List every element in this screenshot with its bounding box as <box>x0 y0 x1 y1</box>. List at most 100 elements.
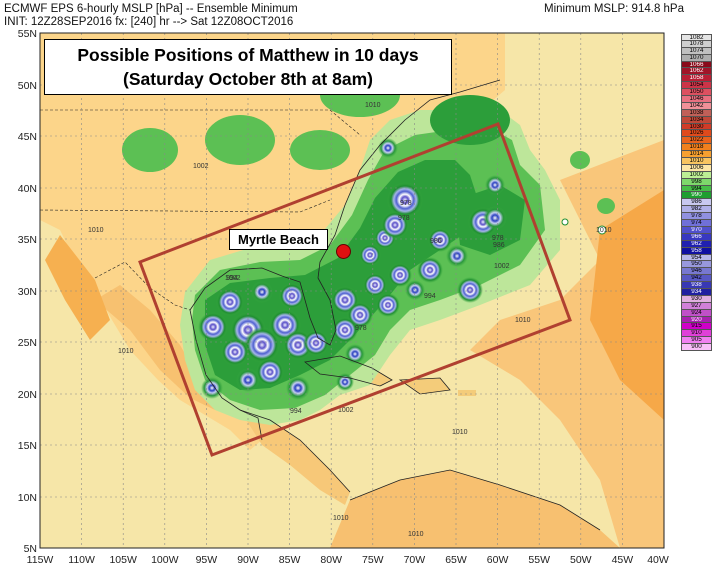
legend-swatch: 946 <box>681 268 712 276</box>
legend-swatch: 1042 <box>681 102 712 110</box>
legend-swatch: 958 <box>681 247 712 255</box>
legend-swatch: 998 <box>681 178 712 186</box>
land-puerto-rico <box>458 390 476 396</box>
contour-label: 1010 <box>118 348 134 355</box>
contour-label: 1002 <box>193 163 209 170</box>
legend-swatch: 1074 <box>681 47 712 55</box>
low-blob-canada <box>205 115 275 165</box>
ensemble-low-centers <box>198 138 607 400</box>
low-blob-atlantic-2 <box>597 198 615 214</box>
legend-swatch: 990 <box>681 192 712 200</box>
legend-swatch: 1058 <box>681 75 712 83</box>
coastlines <box>189 79 601 531</box>
legend-swatch: 915 <box>681 323 712 331</box>
legend-swatch: 1050 <box>681 89 712 97</box>
legend-swatch: 966 <box>681 233 712 241</box>
legend-swatch: 1034 <box>681 116 712 124</box>
contour-label: 986 <box>430 238 442 245</box>
lat-tick-label: 35N <box>18 234 37 246</box>
contour-label: 994 <box>424 293 436 300</box>
legend-swatch: 1070 <box>681 54 712 62</box>
legend-swatch: 974 <box>681 220 712 227</box>
contour-label: 978 <box>398 215 410 222</box>
legend-swatch: 1010 <box>681 158 712 165</box>
lon-tick-label: 80W <box>320 554 342 566</box>
lon-tick-label: 75W <box>362 554 384 566</box>
lat-tick-label: 10N <box>18 492 37 504</box>
legend-swatch: 1022 <box>681 137 712 145</box>
legend-swatch: 970 <box>681 226 712 234</box>
lon-tick-label: 85W <box>279 554 301 566</box>
legend-swatch: 1014 <box>681 151 712 159</box>
contour-labels: 1010 1010 1010 1010 1002 1002 1002 1002 … <box>88 102 612 538</box>
legend-swatch: 1038 <box>681 109 712 117</box>
low-blob-atlantic-1 <box>570 151 590 169</box>
lat-tick-label: 30N <box>18 286 37 298</box>
legend-swatch: 924 <box>681 309 712 317</box>
lat-tick-label: 45N <box>18 131 37 143</box>
lat-tick-label: 15N <box>18 440 37 452</box>
latitude-axis: 55N 50N 45N 40N 35N 30N 25N 20N 15N 10N … <box>18 28 37 555</box>
legend-swatch: 1002 <box>681 171 712 179</box>
possible-positions-box <box>138 122 572 457</box>
header-init-time: INIT: 12Z28SEP2016 fx: [240] hr --> Sat … <box>4 16 294 28</box>
legend-swatch: 978 <box>681 213 712 221</box>
contour-label: 994 <box>226 275 238 282</box>
contour-label: 1002 <box>494 263 510 270</box>
plot-frame <box>39 32 665 549</box>
low-blob-newfoundland <box>430 95 510 145</box>
lat-tick-label: 5N <box>24 543 37 555</box>
title-line-2: (Saturday October 8th at 8am) <box>123 69 373 89</box>
contour-label: 986 <box>493 242 505 249</box>
lat-tick-label: 20N <box>18 389 37 401</box>
legend-swatch: 1062 <box>681 68 712 76</box>
lon-tick-label: 95W <box>196 554 218 566</box>
contour-label: 1010 <box>365 102 381 109</box>
contour-label: 1002 <box>338 407 354 414</box>
lon-tick-label: 45W <box>612 554 634 566</box>
pressure-color-legend: 1082 1078 1074 1070 1066 1062 1058 1054 1050 1046… <box>681 34 712 351</box>
header-product-title: ECMWF EPS 6-hourly MSLP [hPa] -- Ensembl… <box>4 3 298 15</box>
header-minimum-mslp: Minimum MSLP: 914.8 hPa <box>544 3 684 15</box>
legend-swatch: 982 <box>681 206 712 214</box>
contour-label: 994 <box>290 408 302 415</box>
contour-label: 1010 <box>408 531 424 538</box>
legend-swatch: 1054 <box>681 82 712 90</box>
lat-tick-label: 40N <box>18 183 37 195</box>
lon-tick-label: 100W <box>151 554 179 566</box>
legend-swatch: 1006 <box>681 164 712 172</box>
legend-swatch: 920 <box>681 316 712 324</box>
legend-swatch: 927 <box>681 302 712 310</box>
legend-swatch: 962 <box>681 240 712 248</box>
myrtle-beach-marker <box>336 244 351 259</box>
legend-swatch: 994 <box>681 185 712 193</box>
low-blob-plains <box>122 128 178 172</box>
contour-label: 1002 <box>225 275 241 282</box>
title-box: Possible Positions of Matthew in 10 days… <box>44 39 452 95</box>
land-hispaniola <box>400 378 450 394</box>
legend-swatch: 934 <box>681 288 712 296</box>
title-line-1: Possible Positions of Matthew in 10 days <box>77 45 419 65</box>
legend-swatch: 905 <box>681 337 712 345</box>
legend-swatch: 1030 <box>681 123 712 131</box>
legend-swatch: 942 <box>681 275 712 283</box>
legend-swatch: 1018 <box>681 144 712 152</box>
lon-tick-label: 40W <box>647 554 669 566</box>
lon-tick-label: 70W <box>404 554 426 566</box>
longitude-axis: 115W 110W 105W 100W 95W 90W 85W 80W 75W … <box>27 554 669 566</box>
myrtle-beach-label: Myrtle Beach <box>229 229 328 250</box>
lon-tick-label: 115W <box>27 554 54 566</box>
lon-tick-label: 110W <box>68 554 95 566</box>
legend-swatch: 950 <box>681 261 712 269</box>
contour-label: 978 <box>492 235 504 242</box>
contour-label: 1010 <box>452 429 468 436</box>
legend-swatch: 938 <box>681 282 712 289</box>
lat-tick-label: 25N <box>18 337 37 349</box>
high-pressure-atlantic-core <box>590 190 664 420</box>
legend-swatch: 1046 <box>681 96 712 103</box>
lon-tick-label: 55W <box>528 554 550 566</box>
legend-swatch: 986 <box>681 199 712 207</box>
legend-swatch: 1026 <box>681 130 712 138</box>
lon-tick-label: 90W <box>237 554 259 566</box>
